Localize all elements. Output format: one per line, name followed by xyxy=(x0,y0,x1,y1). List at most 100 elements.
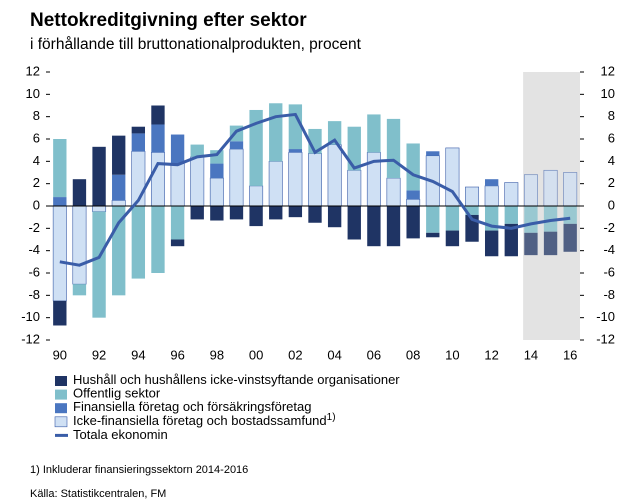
bar-segment xyxy=(308,206,322,223)
y-tick-label: -8 xyxy=(28,287,40,302)
bar-segment xyxy=(347,169,362,207)
bar-segment xyxy=(563,223,577,252)
bar-segment xyxy=(426,151,440,156)
x-tick-label: 92 xyxy=(92,347,106,362)
y2-tick-label: -2 xyxy=(603,220,615,235)
y2-tick-label: -4 xyxy=(603,242,615,257)
y2-tick-label: 8 xyxy=(608,108,615,123)
bar-segment xyxy=(327,121,342,145)
bar-segment xyxy=(406,199,421,207)
bar-segment xyxy=(347,126,361,171)
bar-segment xyxy=(543,231,558,256)
bar-segment xyxy=(524,206,538,233)
y2-tick-label: -12 xyxy=(596,331,615,346)
bar-segment xyxy=(72,179,87,206)
bar-segment xyxy=(190,206,204,220)
bar-segment xyxy=(269,103,283,162)
x-tick-label: 08 xyxy=(406,347,420,362)
bar-segment xyxy=(210,150,224,164)
bar-segment xyxy=(445,230,460,247)
legend-swatch xyxy=(55,403,67,414)
legend-text: Finansiella företag och försäkringsföret… xyxy=(73,400,311,415)
bar-segment xyxy=(426,232,440,238)
y-tick-label: 8 xyxy=(33,108,40,123)
x-tick-label: 12 xyxy=(484,347,498,362)
bar-segment xyxy=(53,300,67,326)
bar-segment xyxy=(386,206,401,247)
bar-segment xyxy=(347,206,361,240)
bar-segment xyxy=(92,211,106,318)
bar-segment xyxy=(249,185,264,207)
bar-segment xyxy=(151,105,165,125)
bar-segment xyxy=(269,206,283,220)
chart-title: Nettokreditgivning efter sektor xyxy=(30,10,307,31)
bar-segment xyxy=(229,148,244,207)
x-tick-label: 90 xyxy=(53,347,67,362)
bar-segment xyxy=(465,206,479,215)
y2-tick-label: 12 xyxy=(601,63,615,78)
y2-tick-label: 2 xyxy=(608,175,615,190)
source: Källa: Statistikcentralen, FM xyxy=(30,488,166,500)
bar-segment xyxy=(170,239,185,247)
y-tick-label: 0 xyxy=(33,197,40,212)
bar-segment xyxy=(112,174,126,201)
y-tick-label: 10 xyxy=(26,86,40,101)
bar-segment xyxy=(288,149,303,153)
bar-segment xyxy=(131,133,146,152)
x-tick-label: 94 xyxy=(131,347,145,362)
bar-segment xyxy=(327,206,342,228)
bar-segment xyxy=(112,135,126,175)
bar-segment xyxy=(563,172,578,207)
bar-segment xyxy=(484,179,499,186)
bar-segment xyxy=(170,163,185,207)
chart-subtitle: i förhållande till bruttonationalprodukt… xyxy=(30,36,362,53)
bar-segment xyxy=(210,163,224,179)
bar-segment xyxy=(406,143,420,191)
legend-text: Offentlig sektor xyxy=(73,386,161,401)
bar-segment xyxy=(445,206,460,231)
bar-segment xyxy=(151,124,165,153)
bar-segment xyxy=(92,146,106,206)
legend-label: Totala ekonomin xyxy=(73,427,168,442)
bar-segment xyxy=(229,206,244,220)
bar-segment xyxy=(563,206,577,224)
bar-segment xyxy=(210,206,224,221)
y-tick-label: -10 xyxy=(21,309,40,324)
legend-label: Finansiella företag och försäkringsföret… xyxy=(73,400,311,415)
bar-segment xyxy=(406,190,420,200)
y-tick-label: 2 xyxy=(33,175,40,190)
bar-segment xyxy=(504,206,518,224)
legend-swatch xyxy=(54,416,68,428)
total-line xyxy=(59,112,571,267)
y2-tick-label: -10 xyxy=(596,309,615,324)
y-tick-label: -6 xyxy=(28,264,40,279)
legend-label: Icke-finansiella företag och bostadssamf… xyxy=(73,411,336,428)
x-tick-label: 04 xyxy=(327,347,341,362)
bar-segment xyxy=(53,139,67,198)
legend-text: Icke-finansiella företag och bostadssamf… xyxy=(73,413,327,428)
bar-segment xyxy=(524,232,538,256)
bar-segment xyxy=(72,205,87,285)
bar-segment xyxy=(229,141,244,150)
bar-segment xyxy=(170,206,185,240)
bar-segment xyxy=(543,206,558,232)
legend-swatch xyxy=(55,389,67,400)
bar-segment xyxy=(209,177,224,207)
y2-tick-label: 6 xyxy=(608,130,615,145)
bar-segment xyxy=(150,152,165,207)
bar-segment xyxy=(53,197,67,206)
bar-segment xyxy=(386,118,401,179)
legend-swatch xyxy=(55,376,67,386)
legend-label: Offentlig sektor xyxy=(73,386,161,401)
bar-segment xyxy=(288,206,303,218)
x-tick-label: 02 xyxy=(288,347,302,362)
y-tick-label: 4 xyxy=(33,153,40,168)
bar-segment xyxy=(465,186,480,207)
bar-segment xyxy=(543,169,558,207)
y2-tick-label: 10 xyxy=(601,86,615,101)
y-tick-label: 12 xyxy=(26,63,40,78)
y2-tick-label: 4 xyxy=(608,153,615,168)
bar-segment xyxy=(426,206,440,233)
y-tick-label: 6 xyxy=(33,130,40,145)
